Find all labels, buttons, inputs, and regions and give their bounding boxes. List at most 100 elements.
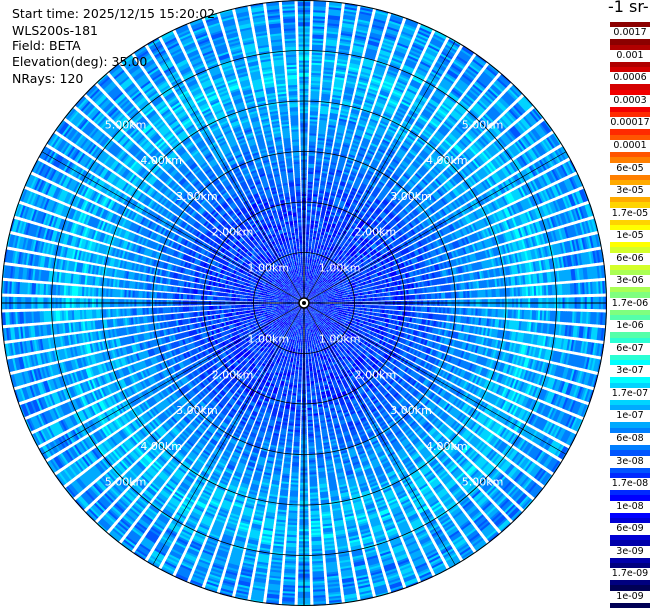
ray-5-gate-109 [356,86,367,92]
ray-1-gate-19 [305,262,307,265]
ray-5-gate-114 [358,76,369,82]
ray-2-gate-4 [304,292,306,295]
ray-5-gate-122 [362,61,374,67]
ray-5-gate-127 [365,51,377,57]
ray-2-gate-148 [329,2,342,7]
ray-1-gate-15 [304,270,307,273]
polar-plot: 1.00km1.00km1.00km1.00km2.00km2.00km2.00… [1,0,607,606]
ray-3-gate-111 [334,78,345,83]
ray-5-gate-123 [363,59,375,65]
ray-1-gate-17 [305,266,307,269]
ray-5-gate-130 [366,45,378,51]
ray-5-gate-121 [362,63,373,69]
ray-3-gate-139 [342,22,355,27]
ray-5-gate-135 [369,35,381,42]
ray-2-gate-6 [305,288,306,291]
ray-4-gate-98 [341,105,350,111]
ray-1-gate-18 [305,264,307,267]
ray-5-gate-67 [336,169,343,174]
ray-1-gate-7 [304,286,306,289]
ray-5-gate-89 [346,125,355,131]
ray-2-gate-9 [305,282,307,285]
ray-5-gate-97 [350,110,360,115]
ray-5-gate-134 [368,37,381,44]
ray-3-gate-128 [339,44,351,49]
ray-5-gate-84 [344,135,353,141]
ray-4-gate-129 [352,44,365,50]
ray-5-gate-87 [345,129,354,135]
ray-1-gate-6 [304,288,306,291]
ray-3-gate-119 [336,62,348,67]
ray-4-gate-121 [349,60,361,66]
ray-4-gate-144 [358,14,372,20]
ray-4-gate-86 [336,129,345,134]
ray-5-gate-132 [367,41,380,47]
ray-5-gate-138 [370,29,383,36]
ray-5-gate-90 [347,123,356,129]
ray-3-gate-104 [332,92,342,97]
ray-5-gate-92 [348,119,357,125]
ray-5-gate-131 [367,43,379,49]
ray-4-gate-84 [335,133,344,138]
ray-1-gate-11 [304,278,306,281]
ray-4-gate-88 [337,125,346,130]
ray-5-gate-86 [345,131,354,137]
ray-4-gate-120 [349,62,360,67]
ray-4-gate-81 [334,139,342,144]
ray-4-gate-126 [351,50,363,56]
ray-5-gate-71 [338,161,345,166]
ray-4-gate-123 [350,56,362,62]
ray-4-gate-104 [343,94,353,99]
ray-4-gate-76 [332,149,340,154]
ray-3-gate-145 [343,10,357,15]
ray-5-gate-128 [365,49,377,55]
ray-4-gate-103 [342,96,353,101]
ray-4-gate-125 [351,52,363,58]
ray-4-gate-145 [358,12,372,18]
ray-5-gate-141 [371,23,385,30]
ray-3-gate-6 [305,288,307,292]
beta-rays [1,0,607,606]
ray-3-gate-131 [339,38,352,43]
ray-4-gate-95 [339,111,349,117]
ray-3-gate-114 [335,72,346,77]
ray-5-gate-115 [359,74,370,80]
ray-4-gate-133 [354,36,366,42]
ray-5-gate-100 [352,104,362,110]
ray-4-gate-141 [357,20,370,26]
ray-2-gate-7 [305,286,307,289]
ray-3-gate-4 [305,292,306,296]
ray-4-gate-134 [354,34,367,40]
ray-3-gate-112 [334,76,345,81]
ray-3-gate-138 [341,24,354,29]
ray-4-gate-105 [343,92,354,97]
ray-5-gate-78 [341,147,349,152]
ray-4-gate-85 [336,131,344,136]
ray-1-gate-12 [304,276,306,279]
ray-4-gate-78 [333,145,341,150]
ray-5-gate-112 [357,80,368,86]
ray-5-gate-104 [354,96,364,102]
ray-4-gate-91 [338,119,347,125]
ray-4-gate-96 [340,109,349,115]
ray-1-gate-13 [304,274,307,277]
ray-1-gate-22 [305,255,308,259]
ray-4-gate-82 [335,137,343,142]
ray-5-gate-75 [340,153,347,158]
ray-3-gate-107 [333,86,343,91]
ray-5-gate-129 [366,47,378,53]
ray-5-gate-118 [360,68,372,75]
ray-5-gate-146 [374,14,388,20]
ray-5-gate-93 [348,118,358,123]
ray-4-gate-128 [352,46,364,52]
ray-5-gate-147 [374,12,388,18]
ray-4-gate-94 [339,113,348,119]
ray-5-gate-144 [373,17,386,24]
ray-1-gate-21 [305,257,308,261]
ray-4-gate-127 [352,48,364,54]
ray-5-gate-106 [355,92,365,98]
ray-3-gate-136 [341,28,354,33]
ray-5-gate-79 [342,145,350,150]
ray-4-gate-4 [305,292,307,296]
ray-4-gate-117 [348,68,359,73]
